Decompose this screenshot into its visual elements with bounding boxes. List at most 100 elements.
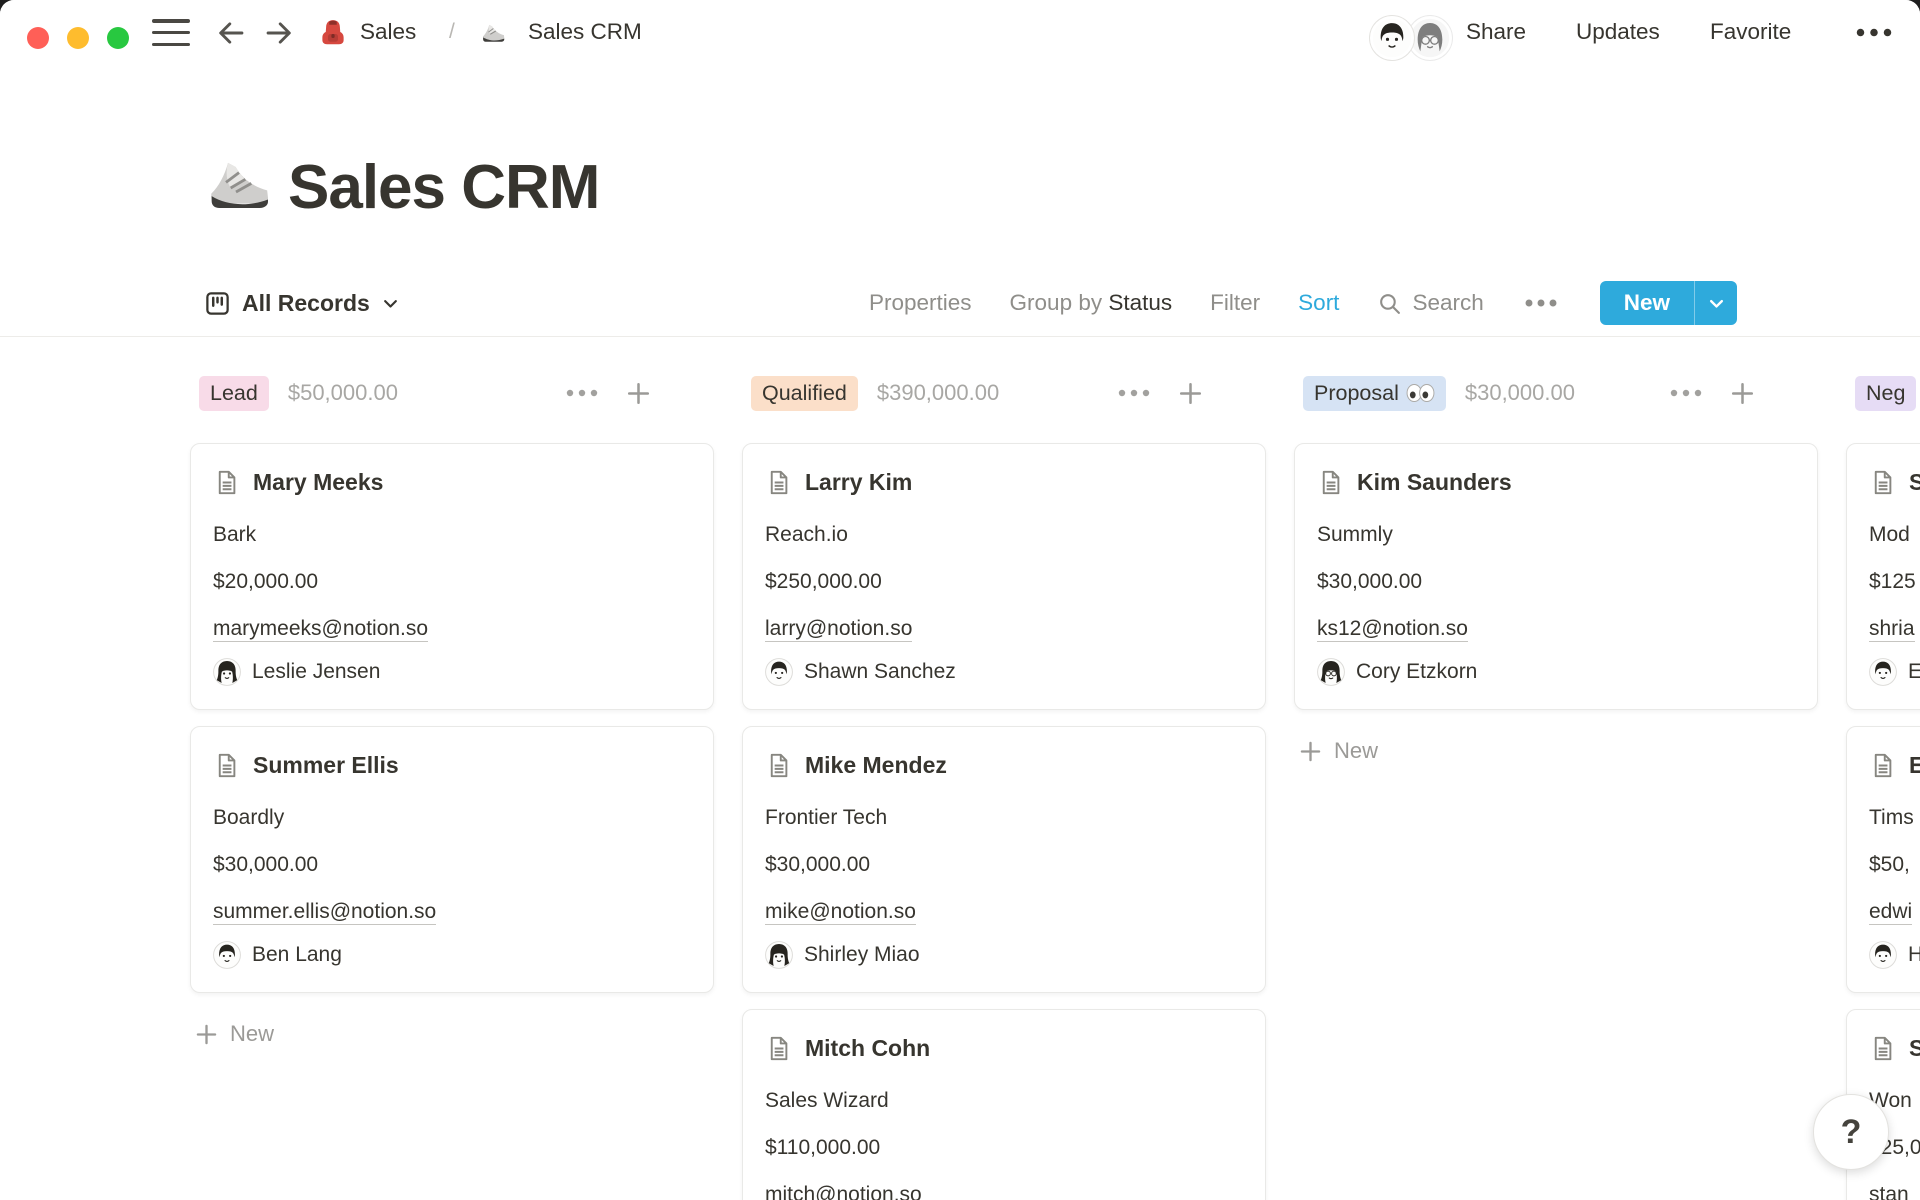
presence-avatar-1[interactable]: [1370, 16, 1414, 60]
page-title[interactable]: Sales CRM: [288, 153, 600, 222]
sneaker-icon: [482, 24, 505, 42]
board-column-lead: Lead $50,000.00 Mary Meeks Bark $20,000.…: [190, 362, 714, 1053]
card-email-link[interactable]: shria: [1869, 617, 1915, 642]
person-name: Leslie Jensen: [252, 660, 381, 683]
card-person: Shirley Miao: [765, 940, 1243, 970]
card-name: S: [1909, 469, 1920, 495]
card-amount: $50,: [1869, 853, 1910, 876]
card-name: Kim Saunders: [1357, 469, 1512, 495]
column-header: Qualified $390,000.00: [742, 375, 1266, 411]
card-larry-kim[interactable]: Larry Kim Reach.io $250,000.00 larry@not…: [742, 443, 1266, 710]
backpack-icon: [322, 20, 344, 45]
add-card-button[interactable]: New: [190, 1015, 714, 1053]
add-card-button[interactable]: New: [1294, 732, 1818, 770]
view-name: All Records: [242, 289, 370, 316]
card-email-link[interactable]: ks12@notion.so: [1317, 617, 1468, 642]
card-company: Frontier Tech: [765, 806, 888, 829]
card-company: Tims: [1869, 806, 1914, 829]
column-add-icon[interactable]: [625, 380, 652, 407]
card-mitch-cohn[interactable]: Mitch Cohn Sales Wizard $110,000.00 mitc…: [742, 1009, 1266, 1200]
new-record-dropdown[interactable]: [1695, 281, 1737, 325]
card-amount: $30,000.00: [213, 853, 319, 876]
page-icon: [770, 470, 788, 494]
card-truncated-2[interactable]: E Tims $50, edwi H: [1846, 726, 1920, 993]
card-name: S: [1909, 1035, 1920, 1061]
help-button[interactable]: ?: [1813, 1094, 1889, 1170]
page-icon: [1874, 470, 1892, 494]
status-badge[interactable]: Neg: [1855, 375, 1917, 411]
person-name: Shawn Sanchez: [804, 660, 956, 683]
breadcrumb-page[interactable]: Sales CRM: [528, 19, 642, 44]
board-view-icon: [206, 291, 229, 315]
card-person: Leslie Jensen: [213, 657, 691, 687]
column-more-icon[interactable]: [1669, 389, 1703, 397]
card-name: Mitch Cohn: [805, 1035, 931, 1061]
new-record-button-group: New: [1599, 281, 1737, 325]
card-company: Summly: [1317, 523, 1393, 546]
column-add-icon[interactable]: [1177, 380, 1204, 407]
column-add-icon[interactable]: [1729, 380, 1756, 407]
card-name: E: [1909, 752, 1920, 778]
view-switcher[interactable]: All Records: [204, 270, 400, 336]
status-badge-label: Neg: [1866, 380, 1906, 405]
man-face-icon: [1869, 941, 1897, 969]
forward-arrow-icon[interactable]: [262, 16, 296, 50]
filter-button[interactable]: Filter: [1210, 290, 1261, 315]
toolbar-more-icon[interactable]: [1522, 299, 1562, 307]
search-label: Search: [1412, 290, 1484, 315]
status-badge[interactable]: Lead: [199, 375, 269, 411]
card-email-link[interactable]: summer.ellis@notion.so: [213, 900, 437, 925]
card-truncated-1[interactable]: S Mod $125 shria E: [1846, 443, 1920, 710]
status-badge[interactable]: Proposal: [1303, 375, 1446, 411]
window-zoom-button[interactable]: [107, 27, 129, 49]
group-by-button[interactable]: Group by Status: [1010, 290, 1173, 316]
sidebar-menu-icon[interactable]: [152, 19, 190, 46]
more-options-icon[interactable]: [1852, 14, 1896, 50]
sort-button[interactable]: Sort: [1298, 290, 1340, 315]
card-email-link[interactable]: mitch@notion.so: [765, 1183, 922, 1200]
column-more-icon[interactable]: [565, 389, 599, 397]
column-header: Proposal $30,000.00: [1294, 375, 1818, 411]
page-icon: [218, 753, 236, 777]
card-email-link[interactable]: mike@notion.so: [765, 900, 916, 925]
card-email-link[interactable]: marymeeks@notion.so: [213, 617, 429, 642]
card-kim-saunders[interactable]: Kim Saunders Summly $30,000.00 ks12@noti…: [1294, 443, 1818, 710]
chevron-down-icon: [383, 299, 397, 308]
favorite-button[interactable]: Favorite: [1710, 19, 1792, 44]
card-mike-mendez[interactable]: Mike Mendez Frontier Tech $30,000.00 mik…: [742, 726, 1266, 993]
top-bar: Sales / Sales CRM Share Updates Favorite: [0, 0, 1920, 64]
person-name: Shirley Miao: [804, 943, 920, 966]
card-email-link[interactable]: edwi: [1869, 900, 1913, 925]
group-by-value: Status: [1108, 290, 1173, 315]
window-close-button[interactable]: [27, 27, 49, 49]
column-total: $30,000.00: [1464, 380, 1575, 405]
add-card-label: New: [1334, 738, 1379, 763]
board-column-qualified: Qualified $390,000.00 Larry Kim Reach.io…: [742, 362, 1266, 1200]
page-sneaker-icon: [211, 162, 269, 208]
card-summer-ellis[interactable]: Summer Ellis Boardly $30,000.00 summer.e…: [190, 726, 714, 993]
search-button[interactable]: Search: [1377, 290, 1484, 316]
card-email-link[interactable]: larry@notion.so: [765, 617, 913, 642]
card-amount: $30,000.00: [765, 853, 871, 876]
status-badge[interactable]: Qualified: [751, 375, 858, 411]
new-record-button[interactable]: New: [1623, 290, 1670, 315]
card-person: Cory Etzkorn: [1317, 657, 1795, 687]
card-email-link[interactable]: stan: [1869, 1183, 1909, 1200]
updates-button[interactable]: Updates: [1576, 19, 1660, 44]
person-name: Ben Lang: [252, 943, 342, 966]
share-button[interactable]: Share: [1466, 19, 1527, 44]
back-arrow-icon[interactable]: [214, 16, 248, 50]
presence-avatar-2[interactable]: [1408, 16, 1452, 60]
person-name: H: [1908, 943, 1920, 966]
woman-face-icon: [1317, 658, 1345, 686]
breadcrumb-workspace[interactable]: Sales: [360, 19, 417, 44]
window-minimize-button[interactable]: [67, 27, 89, 49]
card-mary-meeks[interactable]: Mary Meeks Bark $20,000.00 marymeeks@not…: [190, 443, 714, 710]
search-icon: [1380, 293, 1401, 314]
group-by-label: Group by: [1009, 290, 1103, 315]
breadcrumb-separator: /: [449, 20, 455, 43]
column-more-icon[interactable]: [1117, 389, 1151, 397]
column-total: $50,000.00: [287, 380, 398, 405]
card-amount: $110,000.00: [765, 1136, 881, 1159]
properties-button[interactable]: Properties: [869, 290, 972, 315]
